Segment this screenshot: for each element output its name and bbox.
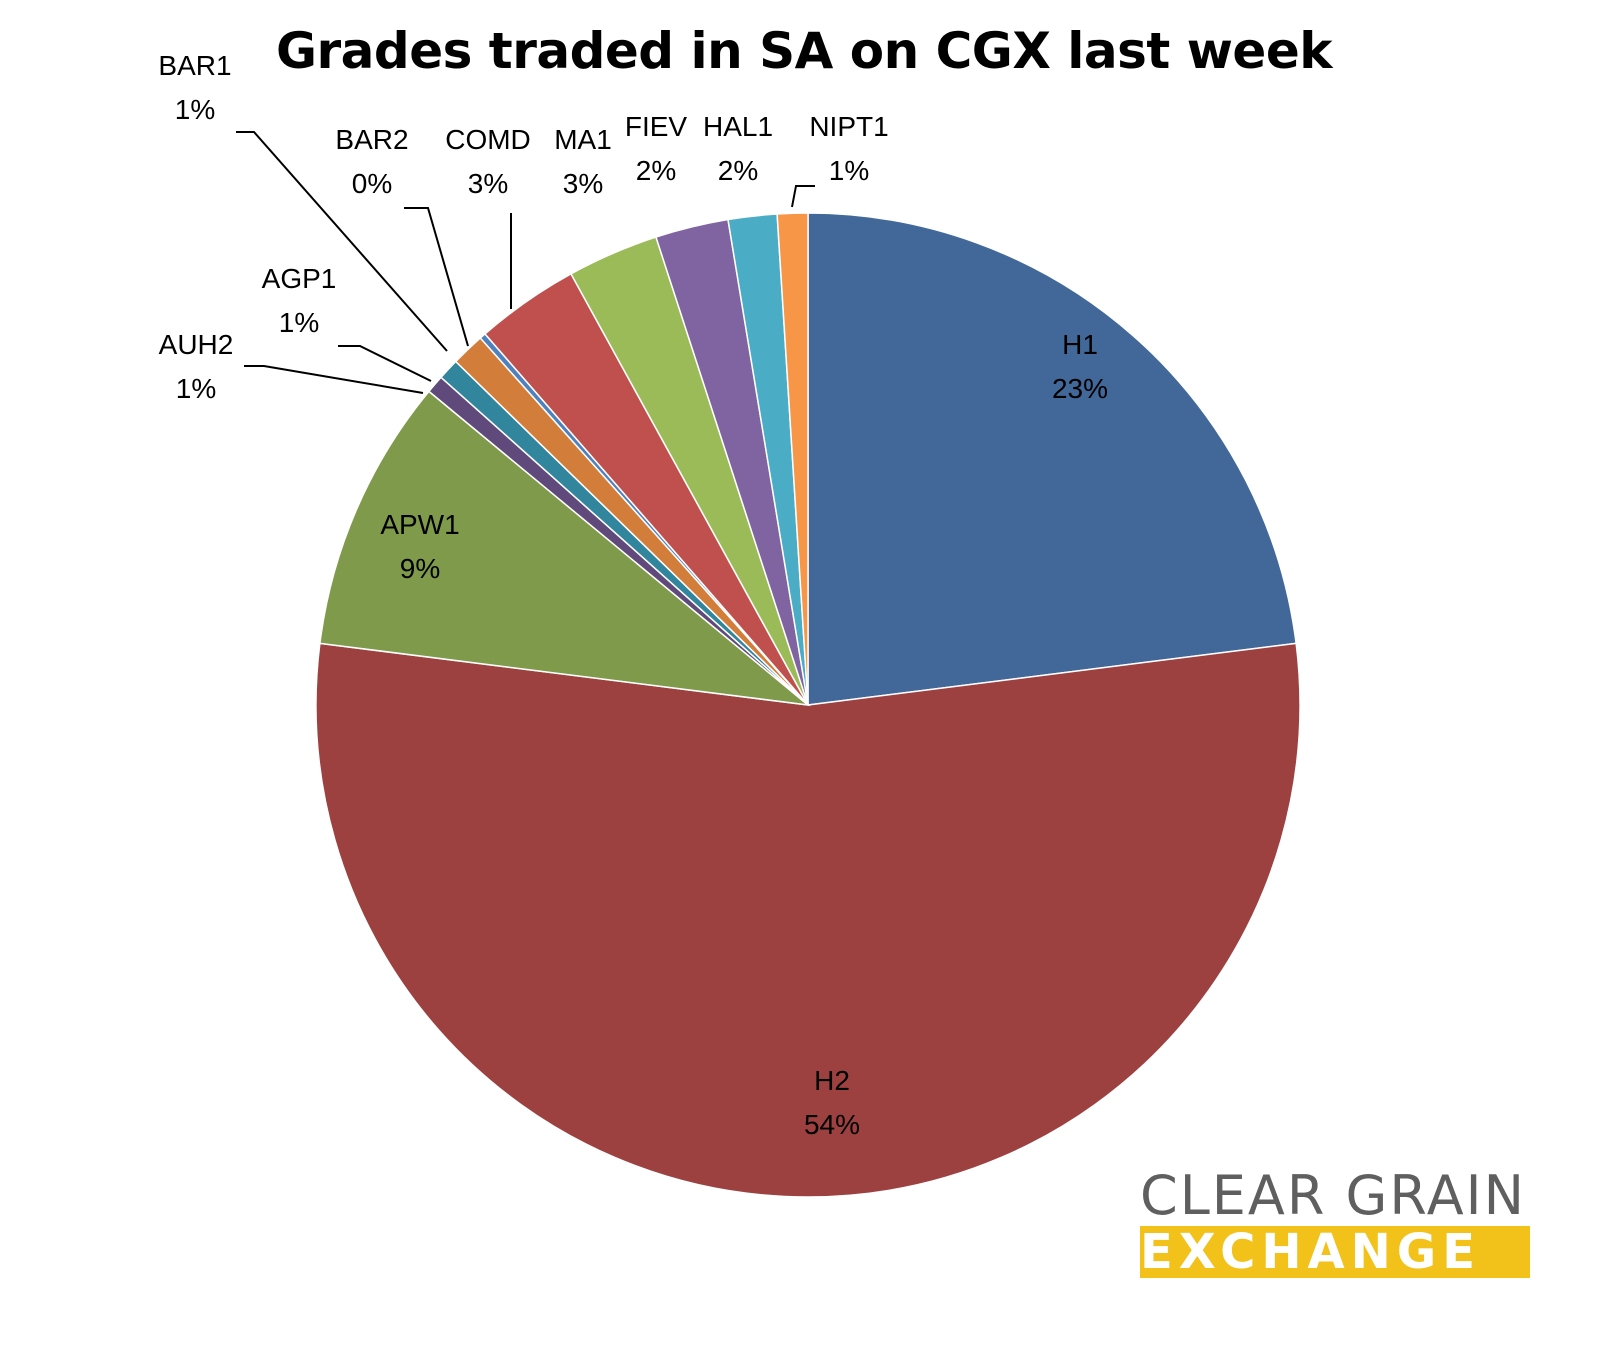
leader-line-nipt1 bbox=[791, 185, 815, 208]
data-label-nipt1: NIPT1 1% bbox=[809, 111, 888, 186]
logo-line1: CLEAR GRAIN bbox=[1140, 1164, 1526, 1227]
leader-line-bar1 bbox=[236, 131, 448, 352]
label-name-auh2: AUH2 bbox=[159, 329, 234, 360]
data-label-comd: COMD 3% bbox=[445, 124, 531, 199]
data-label-hal1: HAL1 2% bbox=[703, 111, 773, 186]
label-percent-comd: 3% bbox=[468, 168, 508, 199]
label-percent-nipt1: 1% bbox=[829, 155, 869, 186]
label-name-nipt1: NIPT1 bbox=[809, 111, 888, 142]
data-label-fiev: FIEV 2% bbox=[625, 111, 688, 186]
data-label-h2: H2 54% bbox=[804, 1065, 860, 1140]
slice-apw1 bbox=[319, 390, 811, 707]
chart-title: Grades traded in SA on CGX last week bbox=[275, 22, 1333, 80]
label-name-bar2: BAR2 bbox=[335, 124, 408, 155]
label-name-agp1: AGP1 bbox=[262, 263, 337, 294]
slice-nipt1 bbox=[776, 212, 809, 706]
label-name-fiev: FIEV bbox=[625, 111, 688, 142]
data-label-auh2: AUH2 1% bbox=[159, 329, 234, 404]
label-name-ma1: MA1 bbox=[554, 124, 612, 155]
label-percent-h2: 54% bbox=[804, 1109, 860, 1140]
label-percent-h1: 23% bbox=[1052, 373, 1108, 404]
label-percent-fiev: 2% bbox=[636, 155, 676, 186]
data-label-agp1: AGP1 1% bbox=[262, 263, 337, 338]
data-label-apw1: APW1 9% bbox=[380, 509, 459, 584]
label-percent-auh2: 1% bbox=[176, 373, 216, 404]
data-labels: H1 23%H2 54%APW1 9%AUH2 1%AGP1 1%BAR1 1%BAR2 0%… bbox=[158, 50, 1108, 1140]
slice-h1 bbox=[807, 212, 1297, 706]
logo-line2: EXCHANGE bbox=[1140, 1226, 1530, 1278]
leader-line-auh2 bbox=[244, 365, 424, 394]
label-name-h1: H1 bbox=[1062, 329, 1098, 360]
label-percent-hal1: 2% bbox=[718, 155, 758, 186]
leader-line-bar2 bbox=[404, 207, 469, 347]
data-label-bar1: BAR1 1% bbox=[158, 50, 231, 125]
label-percent-apw1: 9% bbox=[400, 553, 440, 584]
label-percent-bar1: 1% bbox=[175, 94, 215, 125]
label-percent-agp1: 1% bbox=[279, 307, 319, 338]
data-label-h1: H1 23% bbox=[1052, 329, 1108, 404]
clear-grain-exchange-logo: CLEAR GRAIN EXCHANGE bbox=[1140, 1168, 1530, 1278]
slice-h2 bbox=[315, 642, 1301, 1198]
data-label-bar2: BAR2 0% bbox=[335, 124, 408, 199]
label-percent-ma1: 3% bbox=[563, 168, 603, 199]
label-name-comd: COMD bbox=[445, 124, 531, 155]
leader-lines bbox=[236, 131, 815, 394]
data-label-ma1: MA1 3% bbox=[554, 124, 612, 199]
label-name-bar1: BAR1 bbox=[158, 50, 231, 81]
label-name-apw1: APW1 bbox=[380, 509, 459, 540]
leader-line-agp1 bbox=[338, 345, 432, 382]
label-name-hal1: HAL1 bbox=[703, 111, 773, 142]
label-name-h2: H2 bbox=[814, 1065, 850, 1096]
pie-slices bbox=[315, 212, 1301, 1198]
label-percent-bar2: 0% bbox=[352, 168, 392, 199]
